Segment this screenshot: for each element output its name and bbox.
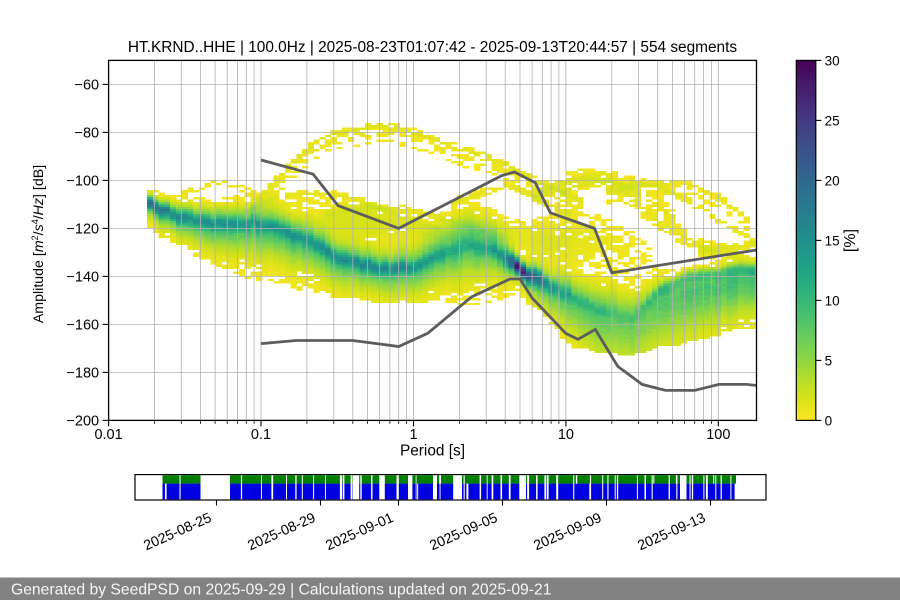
svg-text:0: 0 [825,413,833,428]
svg-text:100: 100 [706,427,730,443]
svg-text:30: 30 [825,53,840,68]
svg-text:[%]: [%] [842,229,859,252]
svg-text:15: 15 [825,233,840,248]
svg-text:−120: −120 [66,222,99,238]
svg-text:Generated by SeedPSD on 2025-0: Generated by SeedPSD on 2025-09-29 | Cal… [11,581,551,598]
svg-text:−100: −100 [66,174,99,190]
svg-text:1: 1 [409,427,417,443]
svg-text:−140: −140 [66,270,99,286]
svg-text:0.1: 0.1 [251,427,271,443]
svg-text:−200: −200 [66,414,99,430]
svg-text:10: 10 [558,427,574,443]
svg-text:−160: −160 [66,318,99,334]
svg-text:25: 25 [825,113,840,128]
svg-text:10: 10 [825,293,840,308]
svg-text:−80: −80 [74,126,99,142]
svg-text:−180: −180 [66,366,99,382]
svg-text:HT.KRND..HHE | 100.0Hz | 2025-: HT.KRND..HHE | 100.0Hz | 2025-08-23T01:0… [128,39,737,56]
svg-text:Period [s]: Period [s] [400,443,465,460]
svg-text:20: 20 [825,173,840,188]
svg-text:Amplitude [m2/s4/Hz] [dB]: Amplitude [m2/s4/Hz] [dB] [30,165,47,323]
svg-text:−60: −60 [74,78,99,94]
svg-text:5: 5 [825,353,833,368]
